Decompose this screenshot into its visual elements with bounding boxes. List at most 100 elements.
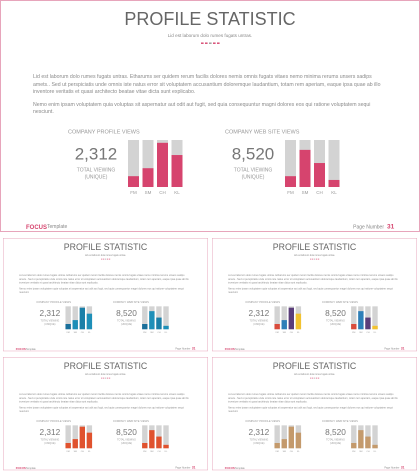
title-dot bbox=[314, 258, 316, 260]
slide-subtitle: Lid est laborum dolo rumes fugats untras… bbox=[294, 373, 335, 376]
bar-track bbox=[274, 425, 280, 449]
page-label: Page Number bbox=[353, 224, 384, 230]
bar-label: KL bbox=[374, 332, 377, 334]
widget-caption: (UNIQUE) bbox=[85, 174, 108, 180]
bar-track bbox=[281, 306, 287, 330]
page-label: Page Number bbox=[175, 347, 190, 350]
bar bbox=[288, 307, 294, 330]
bar bbox=[142, 168, 154, 187]
page-number: 31 bbox=[387, 224, 395, 231]
title-dot bbox=[317, 377, 320, 379]
bar-label: FM bbox=[276, 332, 279, 334]
bar-label: CH bbox=[290, 332, 294, 334]
title-dot bbox=[310, 258, 312, 260]
bar bbox=[79, 426, 85, 449]
paragraph: Lid est laborum dolo rumes fugats untras… bbox=[19, 274, 189, 285]
bar-label: SM bbox=[359, 332, 362, 334]
footer-brand: FOCUSTemplate bbox=[26, 224, 68, 230]
widget-caption: (UNIQUE) bbox=[44, 442, 55, 445]
bar-track bbox=[65, 306, 71, 330]
widget-label: COMPANY PROFILE VIEWS bbox=[68, 129, 140, 135]
page-number: 31 bbox=[401, 466, 405, 470]
paragraph-box: Lid est laborum dolo rumes fugats untras… bbox=[228, 274, 398, 294]
widget-caption: (UNIQUE) bbox=[330, 442, 341, 445]
paragraph: Nemo enim ipsam voluptatem quia voluptas… bbox=[19, 406, 184, 413]
bar-track bbox=[65, 425, 71, 449]
bar-label: KL bbox=[297, 451, 300, 453]
bar-label: FM bbox=[352, 332, 355, 334]
bar-track bbox=[142, 306, 148, 330]
bar-label: FM bbox=[143, 332, 146, 334]
slide-frame bbox=[212, 238, 418, 352]
widget-number: 8,520 bbox=[116, 427, 137, 437]
bar bbox=[358, 430, 364, 449]
bar bbox=[328, 179, 340, 187]
widget-number: 8,520 bbox=[325, 308, 346, 318]
widget-caption: (UNIQUE) bbox=[253, 442, 264, 445]
widget-caption: (UNIQUE) bbox=[242, 174, 265, 180]
page-label: Page Number bbox=[384, 347, 399, 350]
bar bbox=[372, 444, 378, 449]
bar bbox=[156, 436, 162, 449]
slide-thumbnail: PROFILE STATISTIC Lid est laborum dolo ru… bbox=[3, 238, 209, 352]
bar-label: CH bbox=[157, 451, 161, 453]
bar bbox=[365, 317, 371, 330]
bar-label: KL bbox=[174, 190, 180, 195]
bar-label: CH bbox=[159, 190, 166, 195]
bar-track bbox=[372, 425, 378, 449]
widget-label: COMPANY WEB SITE VIEWS bbox=[322, 300, 358, 304]
page-label: Page Number bbox=[175, 466, 190, 469]
title-dot bbox=[205, 42, 208, 44]
bar bbox=[149, 430, 155, 449]
footer-brand: FOCUSTemplate bbox=[225, 466, 246, 470]
footer-brand: FOCUSTemplate bbox=[225, 347, 246, 351]
bar-label: CH bbox=[81, 332, 85, 334]
bar-label: SM bbox=[283, 332, 286, 334]
bar bbox=[72, 320, 78, 330]
bar-label: FM bbox=[130, 190, 137, 195]
paragraph: Nemo enim ipsam voluptatem quia voluptas… bbox=[228, 406, 393, 413]
brand-suffix: Template bbox=[47, 224, 68, 230]
slide-subtitle: Lid est laborum dolo rumes fugats untras… bbox=[85, 373, 126, 376]
widget-caption: (UNIQUE) bbox=[330, 323, 341, 326]
slide-title: PROFILE STATISTIC bbox=[64, 361, 147, 371]
bar bbox=[65, 323, 71, 330]
bar bbox=[65, 442, 71, 449]
widget-caption: TOTAL VIEWING bbox=[249, 439, 268, 442]
bar-track bbox=[163, 425, 169, 449]
slide-title: PROFILE STATISTIC bbox=[273, 242, 356, 252]
title-dot bbox=[312, 377, 314, 379]
bar bbox=[274, 442, 280, 449]
bar-track bbox=[72, 306, 78, 330]
bar-track bbox=[351, 425, 357, 449]
widget-caption: TOTAL VIEWING bbox=[77, 167, 116, 173]
bar bbox=[171, 155, 183, 187]
bar-label: CH bbox=[366, 451, 370, 453]
brand: FOCUS bbox=[225, 347, 235, 351]
title-dot bbox=[105, 377, 107, 379]
bar-label: FM bbox=[352, 451, 355, 453]
slide-subtitle: Lid est laborum dolo rumes fugats untras… bbox=[85, 254, 126, 257]
title-dot bbox=[209, 42, 212, 44]
widget-caption: (UNIQUE) bbox=[44, 323, 55, 326]
main-slide: PROFILE STATISTIC Lid est laborum dolo ru… bbox=[0, 0, 420, 232]
slide-frame bbox=[3, 357, 209, 471]
title-dot bbox=[108, 377, 111, 379]
brand-suffix: Template bbox=[26, 347, 37, 350]
widget-caption: TOTAL VIEWING bbox=[117, 439, 136, 442]
bar bbox=[156, 317, 162, 330]
widget-label: COMPANY PROFILE VIEWS bbox=[36, 300, 71, 304]
bar bbox=[274, 323, 280, 330]
title-dot bbox=[101, 377, 103, 379]
title-dot bbox=[213, 42, 216, 44]
bar-label: CH bbox=[81, 451, 85, 453]
bar-label: SM bbox=[150, 332, 153, 334]
bar-label: SM bbox=[74, 451, 77, 453]
footer-brand: FOCUSTemplate bbox=[16, 466, 37, 470]
slide-thumbnail: PROFILE STATISTIC Lid est laborum dolo ru… bbox=[3, 357, 209, 471]
bar-label: CH bbox=[316, 190, 323, 195]
paragraph: Lid est laborum dolo rumes fugats untras… bbox=[228, 393, 398, 404]
slide-subtitle: Lid est laborum dolo rumes fugats untras… bbox=[168, 33, 253, 38]
paragraph-box: Lid est laborum dolo rumes fugats untras… bbox=[19, 274, 189, 294]
